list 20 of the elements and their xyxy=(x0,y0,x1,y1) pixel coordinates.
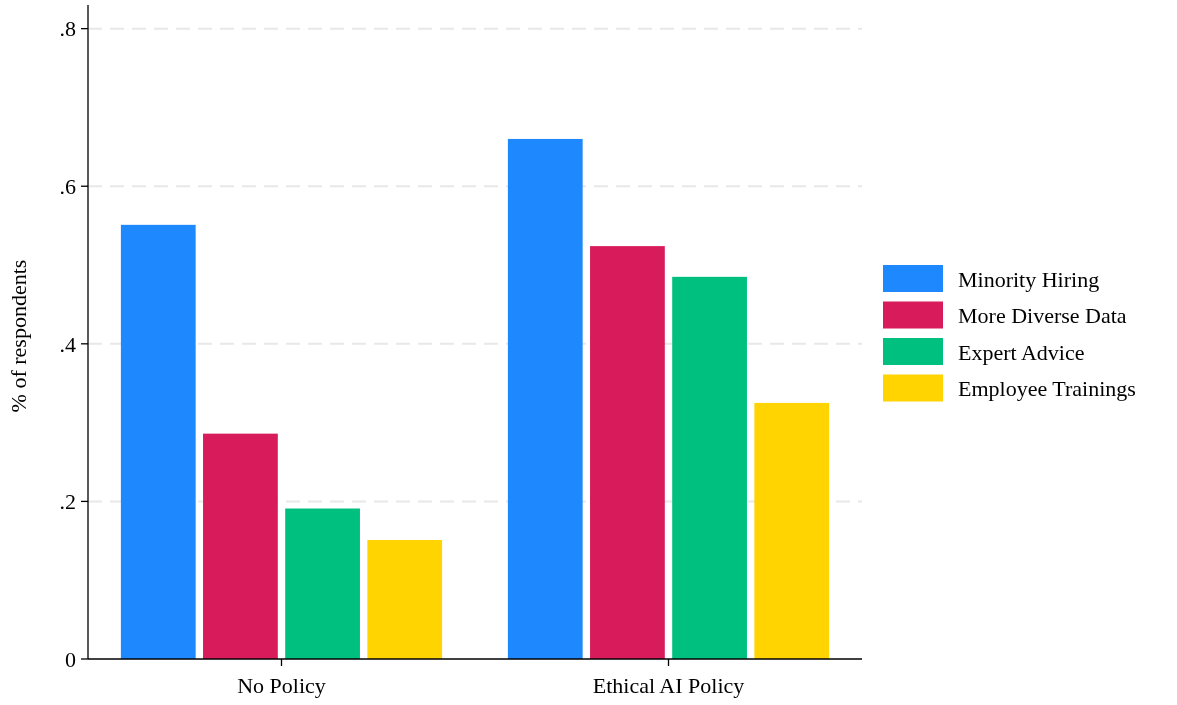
bar xyxy=(367,540,443,659)
x-tick-label: Ethical AI Policy xyxy=(592,673,745,698)
legend-label: Expert Advice xyxy=(958,339,1085,365)
bar xyxy=(590,246,665,659)
y-tick-label: 0 xyxy=(65,646,76,672)
bar xyxy=(120,224,196,659)
y-tick-label: .6 xyxy=(59,173,76,199)
y-tick-label: .2 xyxy=(59,489,76,515)
legend-label: More Diverse Data xyxy=(958,303,1127,329)
legend-label: Employee Trainings xyxy=(958,376,1136,402)
bar xyxy=(672,276,747,659)
legend-label: Minority Hiring xyxy=(958,266,1100,292)
y-tick-label: .8 xyxy=(59,16,76,42)
bar xyxy=(507,138,583,659)
bar xyxy=(203,433,278,659)
x-tick-label: No Policy xyxy=(237,673,326,698)
bar xyxy=(754,402,830,659)
y-axis-title: % of respondents xyxy=(6,259,31,413)
y-tick-label: .4 xyxy=(59,331,76,357)
bar xyxy=(285,508,360,659)
